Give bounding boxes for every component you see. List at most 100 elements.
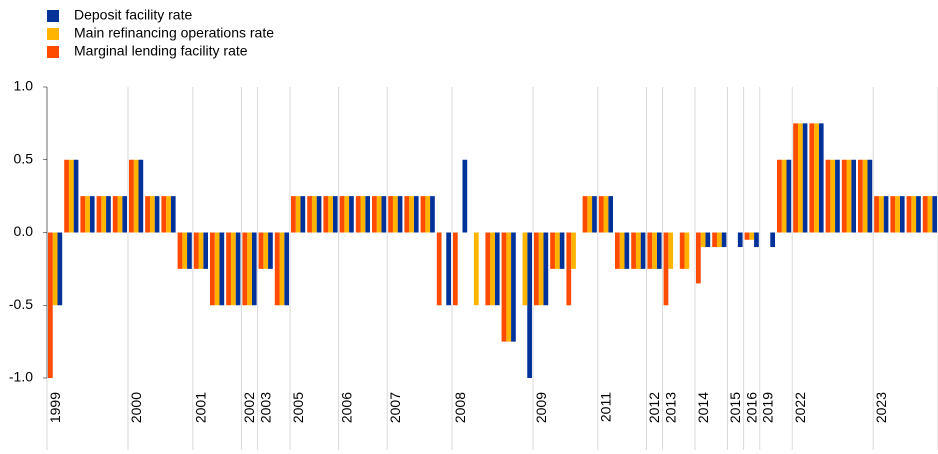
bar [226,232,231,306]
bar [177,232,183,269]
bar [874,196,879,233]
bar [453,232,458,306]
x-tick-label: 2000 [128,392,144,423]
bar [663,232,669,306]
bar [777,159,782,233]
bar [101,196,107,233]
bar [198,232,204,269]
bar [149,196,155,233]
bar [635,232,641,269]
bar [598,196,604,233]
bar [705,232,711,248]
bar [851,159,856,233]
x-tick-label: 2003 [257,392,273,423]
x-tick-label: 2016 [743,392,759,423]
bar [355,196,361,233]
bar [501,232,507,342]
bar [809,123,815,233]
bar [388,196,393,233]
bar [927,196,933,233]
bar [587,196,593,233]
x-tick-label: 2002 [241,392,257,423]
bar [814,123,819,233]
bar [117,196,123,233]
bar [372,196,377,233]
bar [214,232,220,306]
bar [895,196,900,233]
bar [170,196,176,233]
bar [716,232,722,248]
bar [867,159,873,233]
bar [818,123,824,233]
y-tick-label: -0.5 [9,296,33,312]
bar [328,196,333,233]
bar [911,196,917,233]
bar [57,232,63,306]
bar [696,232,701,284]
bar [559,232,565,269]
bar [906,196,912,233]
bar [339,196,345,233]
bar [922,196,928,233]
x-tick-label: 2012 [646,392,662,423]
bar [420,196,426,233]
bar [835,159,840,233]
legend-swatch [47,46,59,58]
bar [712,232,717,248]
bar [133,159,139,233]
bar [932,196,937,233]
bar [473,232,479,306]
bar [878,196,884,233]
bar [608,196,613,233]
bar [85,196,90,233]
bar [858,159,863,233]
bar [187,232,192,269]
bar [404,196,410,233]
legend-label: Marginal lending facility rate [74,43,248,59]
x-tick-label: 2011 [598,392,614,422]
x-tick-label: 2023 [873,392,889,423]
bar [425,196,431,233]
bar [592,196,597,233]
bar [802,123,808,233]
bar [80,196,86,233]
x-tick-label: 1999 [47,392,63,423]
bar [862,159,868,233]
bar [284,232,289,306]
bar [307,196,312,233]
x-tick-label: 2001 [193,392,209,423]
bar [247,232,252,306]
bar [793,123,798,233]
bar [251,232,257,306]
bar [656,232,662,269]
bar [258,232,264,269]
bar [73,159,79,233]
bar [332,196,338,233]
x-tick-label: 2007 [387,392,403,423]
bar [700,232,706,248]
bar [494,232,500,306]
bar [631,232,636,269]
bar [268,232,273,269]
bar [899,196,905,233]
bar [786,159,792,233]
bar [48,232,53,378]
bar [841,159,847,233]
bar [890,196,896,233]
bar [64,159,69,233]
bar [182,232,188,269]
bar [376,196,382,233]
bar [554,232,560,269]
bar [490,232,495,306]
bar [721,232,727,248]
legend-label: Deposit facility rate [74,7,192,23]
bar [203,232,208,269]
bar [737,232,743,248]
legend-swatch [47,28,59,40]
y-tick-label: 1.0 [14,78,34,94]
x-tick-label: 2022 [792,392,808,423]
bar [566,232,572,306]
bar [279,232,285,306]
bar [571,232,576,269]
x-tick-label: 2019 [760,392,776,423]
